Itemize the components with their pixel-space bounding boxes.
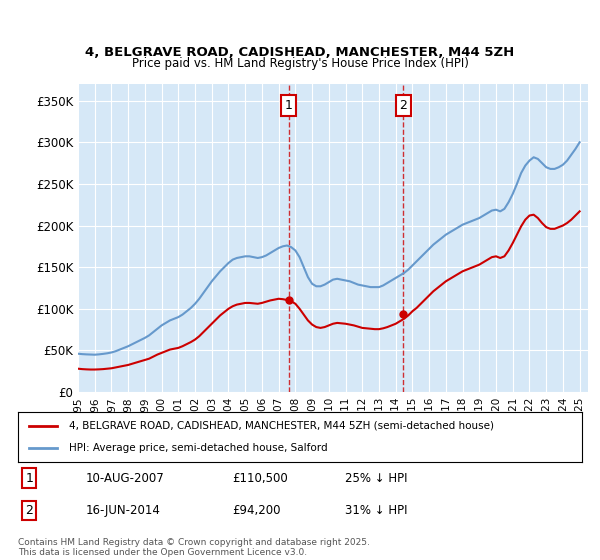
- Text: 4, BELGRAVE ROAD, CADISHEAD, MANCHESTER, M44 5ZH (semi-detached house): 4, BELGRAVE ROAD, CADISHEAD, MANCHESTER,…: [69, 421, 494, 431]
- Text: 2: 2: [399, 99, 407, 112]
- Text: £94,200: £94,200: [232, 504, 281, 517]
- Text: 31% ↓ HPI: 31% ↓ HPI: [345, 504, 407, 517]
- Text: 10-AUG-2007: 10-AUG-2007: [86, 472, 164, 484]
- Text: 25% ↓ HPI: 25% ↓ HPI: [345, 472, 407, 484]
- Text: Price paid vs. HM Land Registry's House Price Index (HPI): Price paid vs. HM Land Registry's House …: [131, 57, 469, 70]
- Text: £110,500: £110,500: [232, 472, 288, 484]
- Text: Contains HM Land Registry data © Crown copyright and database right 2025.
This d: Contains HM Land Registry data © Crown c…: [18, 538, 370, 557]
- Text: HPI: Average price, semi-detached house, Salford: HPI: Average price, semi-detached house,…: [69, 443, 328, 453]
- Text: 4, BELGRAVE ROAD, CADISHEAD, MANCHESTER, M44 5ZH: 4, BELGRAVE ROAD, CADISHEAD, MANCHESTER,…: [85, 46, 515, 59]
- Text: 16-JUN-2014: 16-JUN-2014: [86, 504, 161, 517]
- Text: 1: 1: [285, 99, 293, 112]
- Text: 2: 2: [25, 504, 33, 517]
- Text: 1: 1: [25, 472, 33, 484]
